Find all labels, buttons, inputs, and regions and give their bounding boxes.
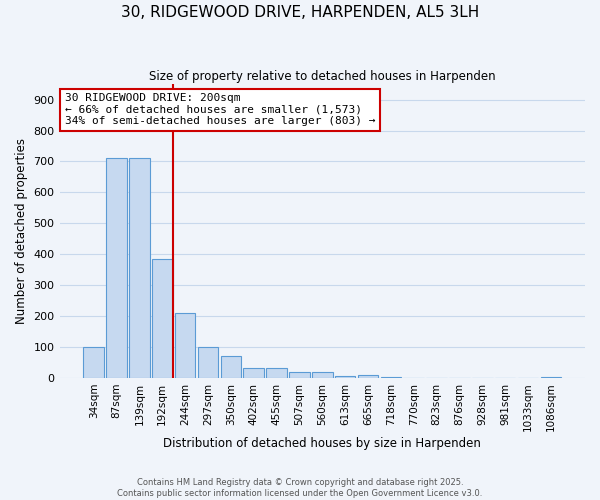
- Text: 30 RIDGEWOOD DRIVE: 200sqm
← 66% of detached houses are smaller (1,573)
34% of s: 30 RIDGEWOOD DRIVE: 200sqm ← 66% of deta…: [65, 93, 375, 126]
- X-axis label: Distribution of detached houses by size in Harpenden: Distribution of detached houses by size …: [163, 437, 481, 450]
- Text: Contains HM Land Registry data © Crown copyright and database right 2025.
Contai: Contains HM Land Registry data © Crown c…: [118, 478, 482, 498]
- Y-axis label: Number of detached properties: Number of detached properties: [15, 138, 28, 324]
- Bar: [266, 368, 287, 378]
- Bar: [289, 372, 310, 378]
- Bar: [198, 347, 218, 378]
- Title: Size of property relative to detached houses in Harpenden: Size of property relative to detached ho…: [149, 70, 496, 83]
- Bar: [335, 376, 355, 378]
- Bar: [175, 313, 196, 378]
- Bar: [244, 368, 264, 378]
- Text: 30, RIDGEWOOD DRIVE, HARPENDEN, AL5 3LH: 30, RIDGEWOOD DRIVE, HARPENDEN, AL5 3LH: [121, 5, 479, 20]
- Bar: [152, 259, 173, 378]
- Bar: [83, 347, 104, 378]
- Bar: [221, 356, 241, 378]
- Bar: [358, 376, 378, 378]
- Bar: [312, 372, 332, 378]
- Bar: [106, 158, 127, 378]
- Bar: [129, 158, 150, 378]
